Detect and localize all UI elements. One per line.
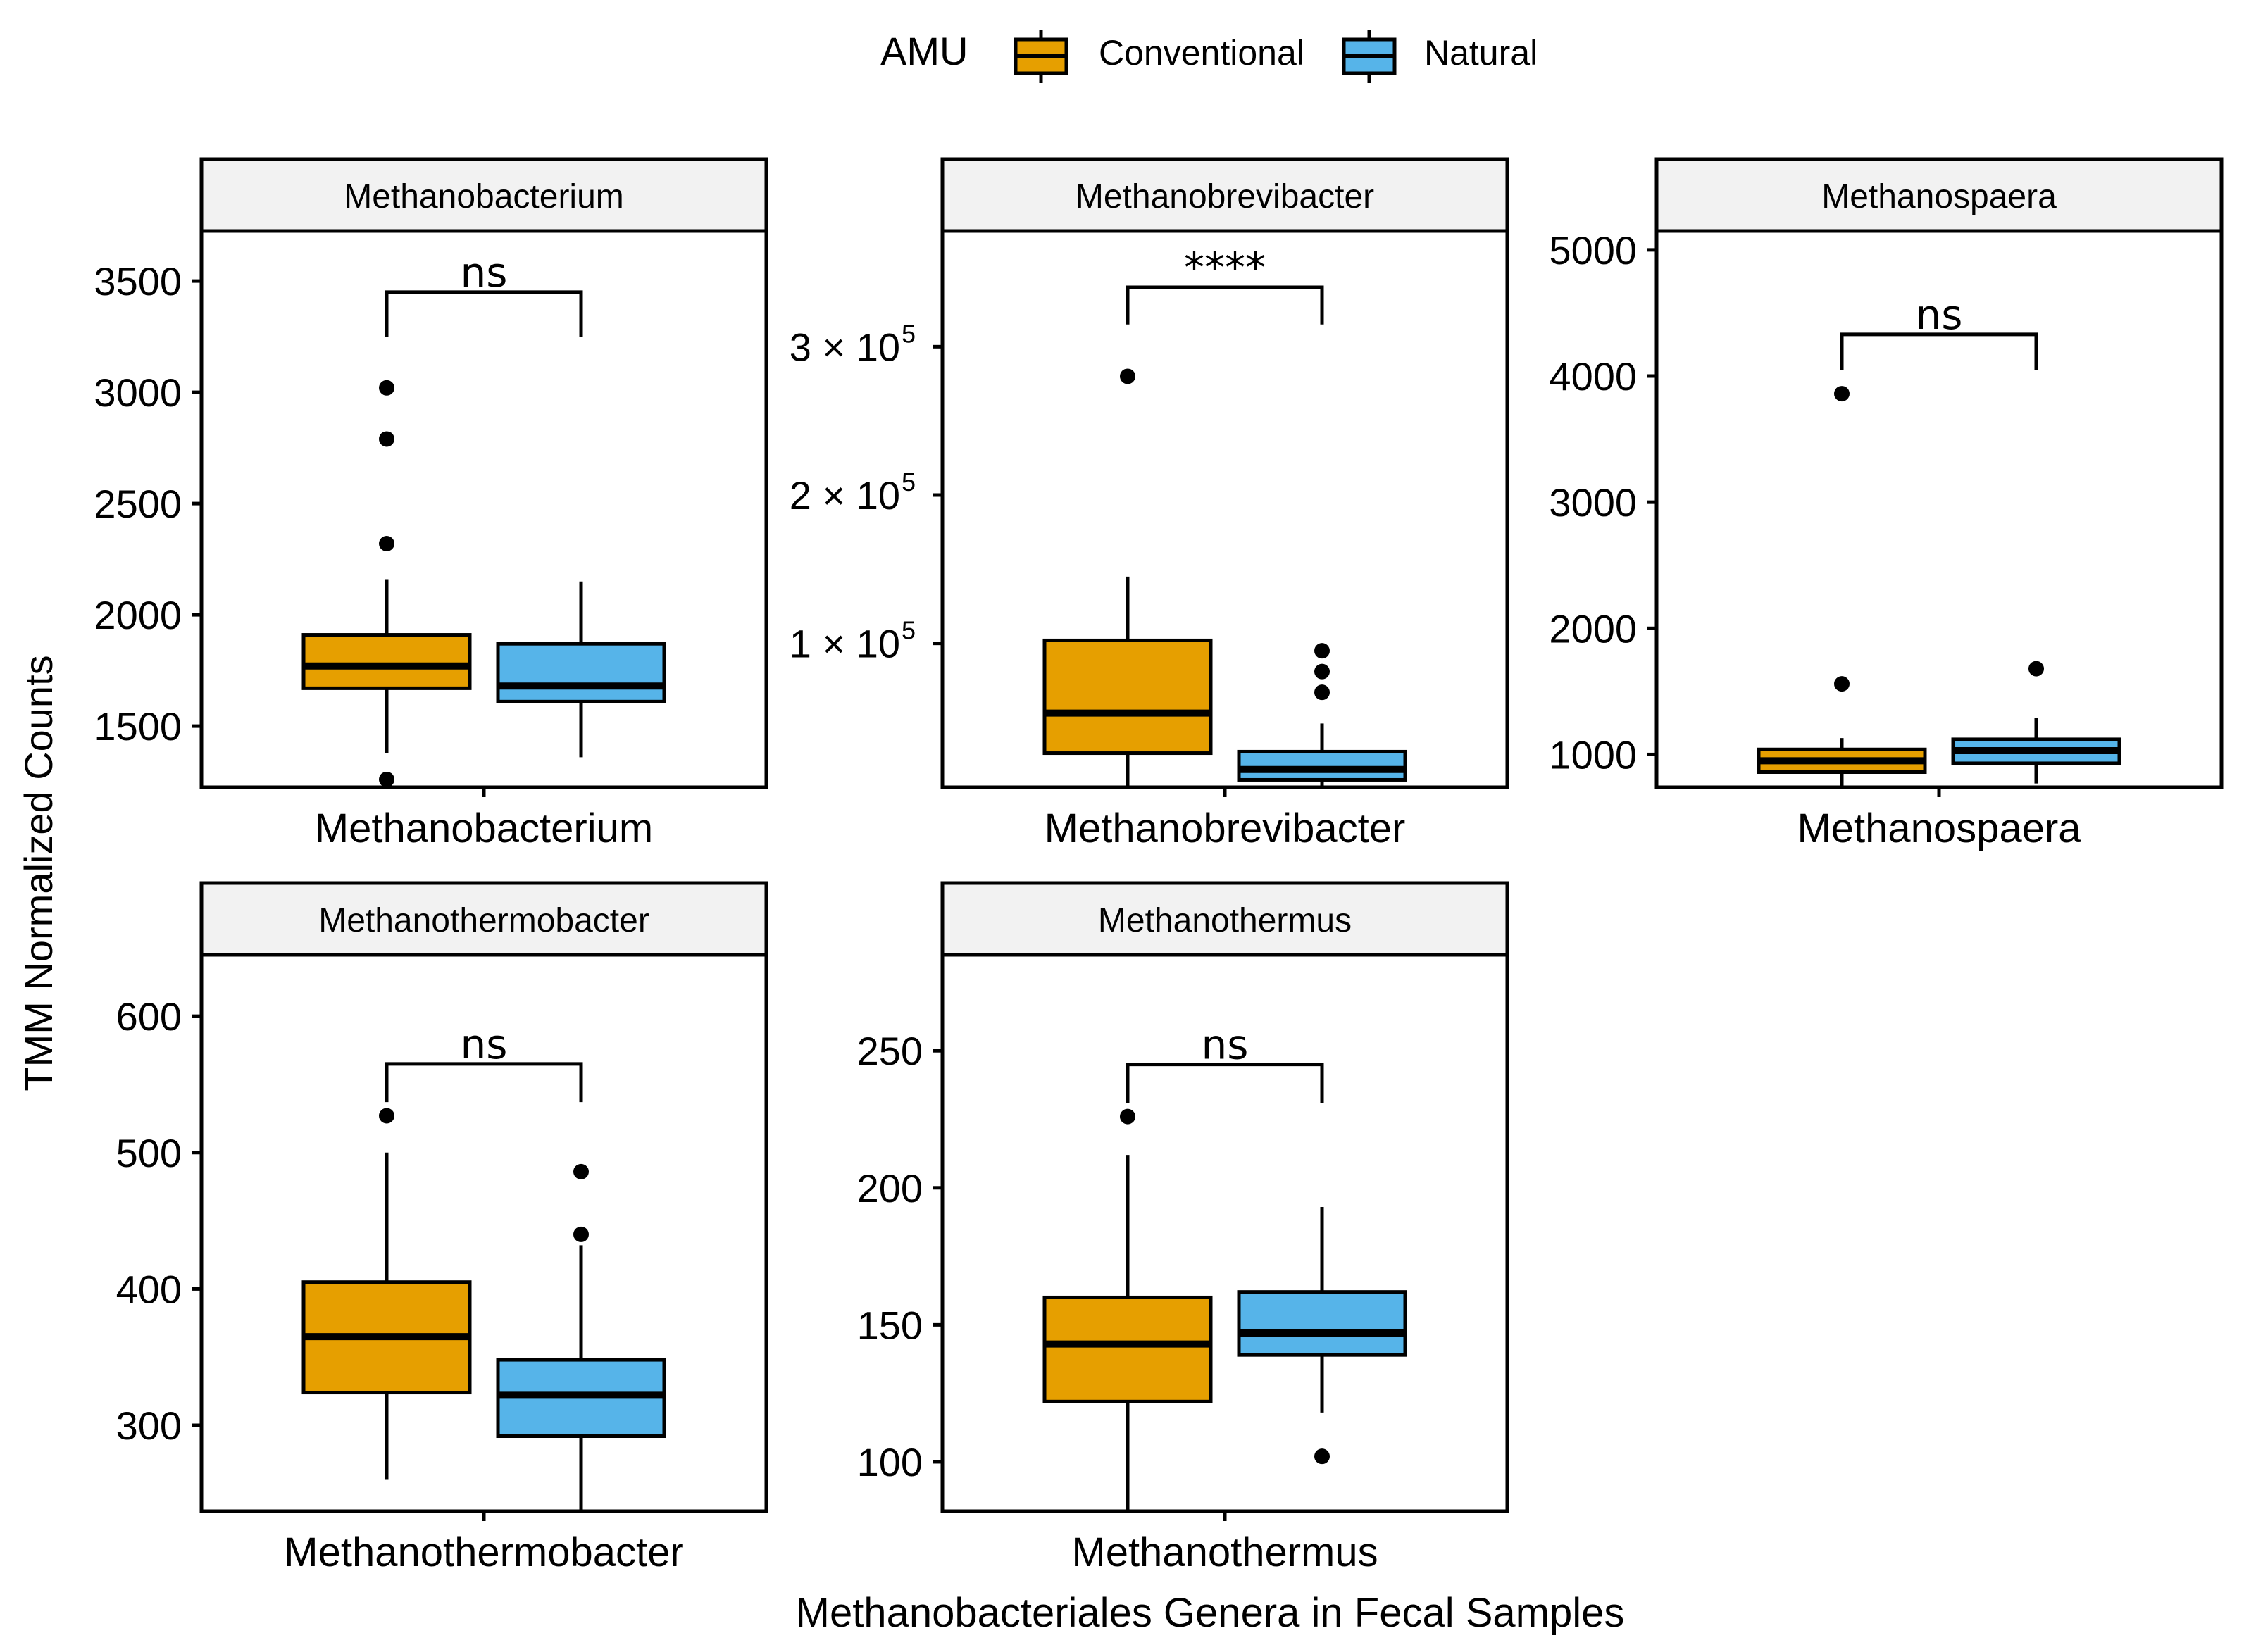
facet-strip (940, 881, 1509, 957)
y-tick-label: 400 (116, 1267, 182, 1311)
outlier-point[interactable] (1314, 684, 1330, 701)
box-iqr (301, 633, 472, 690)
y-tick-exponent: 5 (902, 616, 916, 645)
box-natural[interactable] (1237, 643, 1407, 787)
facet-strip-label: Methanospaera (1821, 178, 2057, 215)
box-natural[interactable] (496, 1163, 666, 1511)
significance-bracket (385, 290, 583, 337)
box-iqr (1042, 1295, 1213, 1403)
y-tick-label: 200 (857, 1166, 923, 1210)
box-conventional[interactable] (1042, 368, 1213, 787)
outlier-point[interactable] (1120, 368, 1135, 384)
significance-bracket (385, 1062, 583, 1103)
significance-label: **** (1184, 244, 1266, 292)
panel-border (940, 229, 1509, 789)
y-tick-label: 600 (116, 994, 182, 1039)
y-tick-label: 150 (857, 1303, 923, 1347)
y-tick-label: 1 × 10 (790, 622, 900, 666)
outlier-point[interactable] (1834, 676, 1850, 692)
legend-label-natural: Natural (1424, 33, 1538, 73)
y-tick-exponent: 5 (902, 319, 916, 348)
outlier-point[interactable] (1834, 386, 1850, 402)
y-tick-label: 2 × 10 (790, 473, 900, 518)
box-conventional[interactable] (301, 1108, 472, 1480)
outlier-point[interactable] (1120, 1108, 1135, 1125)
legend-key-conventional[interactable] (1014, 30, 1068, 83)
y-axis-title: TMM Normalized Counts (16, 655, 61, 1091)
y-tick-label: 3000 (94, 370, 182, 415)
facet-strip-label: Methanothermus (1098, 902, 1352, 939)
significance-bracket (1840, 332, 2038, 370)
box-iqr (496, 642, 666, 703)
legend-label-conventional: Conventional (1099, 33, 1304, 73)
significance-bracket (1126, 285, 1324, 325)
box-iqr (1042, 638, 1213, 756)
box-conventional[interactable] (1757, 386, 1927, 787)
facet-methanothermus: Methanothermus 100 150 200 250 Methanothermus… (857, 881, 1509, 1575)
significance-label: ns (461, 249, 508, 296)
y-tick-label: 3000 (1549, 480, 1637, 525)
outlier-point[interactable] (1314, 1448, 1330, 1465)
outlier-point[interactable] (2028, 661, 2044, 677)
facet-strip (199, 157, 768, 233)
panel-border (199, 229, 768, 789)
facet-panels: Methanobacterium 1500 2000 2500 3000 3500 Meth… (94, 157, 2224, 1575)
outlier-point[interactable] (1314, 643, 1330, 659)
y-tick-label: 4000 (1549, 354, 1637, 399)
x-tick-label: Methanospaera (1797, 806, 2081, 851)
significance-label: ns (1916, 291, 1963, 339)
facet-strip (199, 881, 768, 957)
box-conventional[interactable] (1042, 1108, 1213, 1511)
legend: AMU Conventional Natural (880, 29, 1538, 83)
facet-methanobacterium: Methanobacterium 1500 2000 2500 3000 3500 Meth… (94, 157, 768, 851)
legend-key-natural[interactable] (1342, 30, 1397, 83)
y-tick-exponent: 5 (902, 468, 916, 496)
y-tick-label: 3 × 10 (790, 325, 900, 369)
y-tick-label: 2500 (94, 482, 182, 526)
x-tick-label: Methanobacterium (315, 806, 653, 851)
outlier-point[interactable] (573, 1226, 589, 1242)
outlier-point[interactable] (379, 380, 394, 396)
x-axis-title: Methanobacteriales Genera in Fecal Sampl… (796, 1590, 1625, 1636)
facet-methanospaera: Methanospaera 1000 2000 3000 4000 5000 Methano… (1549, 157, 2224, 851)
outlier-point[interactable] (573, 1163, 589, 1179)
y-tick-label: 300 (116, 1403, 182, 1448)
outlier-point[interactable] (379, 1108, 394, 1124)
outlier-point[interactable] (379, 771, 394, 787)
y-tick-label: 100 (857, 1440, 923, 1484)
box-conventional[interactable] (301, 380, 472, 787)
box-natural[interactable] (1951, 661, 2121, 784)
facet-strip-label: Methanobacterium (344, 178, 624, 215)
x-tick-label: Methanobrevibacter (1045, 806, 1406, 851)
facet-strip (940, 157, 1509, 233)
significance-label: ns (461, 1020, 508, 1068)
outlier-point[interactable] (1314, 663, 1330, 680)
x-tick-label: Methanothermobacter (284, 1529, 683, 1575)
y-tick-label: 1000 (1549, 732, 1637, 777)
y-tick-label: 2000 (1549, 606, 1637, 651)
facet-strip-label: Methanobrevibacter (1076, 178, 1374, 215)
outlier-point[interactable] (379, 535, 394, 551)
box-iqr (1237, 749, 1407, 782)
y-tick-label: 500 (116, 1131, 182, 1175)
outlier-point[interactable] (379, 431, 394, 447)
y-tick-label: 3500 (94, 259, 182, 304)
y-tick-label: 2000 (94, 593, 182, 637)
facet-strip (1654, 157, 2224, 233)
legend-title: AMU (880, 29, 968, 73)
y-tick-label: 250 (857, 1029, 923, 1073)
y-tick-label: 5000 (1549, 228, 1637, 273)
significance-bracket (1126, 1063, 1324, 1103)
box-natural[interactable] (1237, 1207, 1407, 1465)
significance-label: ns (1202, 1021, 1249, 1069)
facet-strip-label: Methanothermobacter (318, 902, 649, 939)
box-natural[interactable] (496, 581, 666, 758)
x-tick-label: Methanothermus (1071, 1529, 1378, 1575)
facet-methanothermobacter: Methanothermobacter 300 400 500 600 Methanoth… (116, 881, 768, 1575)
y-tick-label: 1500 (94, 704, 182, 749)
box-iqr (1237, 1290, 1407, 1357)
